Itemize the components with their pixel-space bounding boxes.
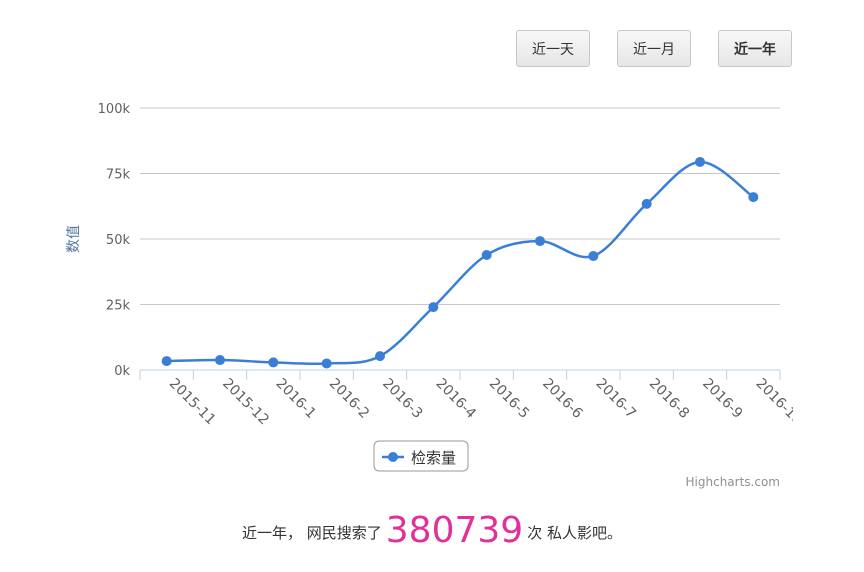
data-point: [215, 355, 225, 366]
data-point: [588, 251, 599, 262]
credits[interactable]: Highcharts.com: [686, 475, 780, 489]
x-tick-label: 2016-6: [539, 376, 585, 422]
summary-suffix: 次 私人影吧。: [527, 524, 622, 542]
data-point: [695, 156, 705, 167]
x-tick-label: 2015-11: [166, 376, 219, 429]
x-tick-label: 2016-3: [379, 376, 425, 422]
data-point: [268, 357, 279, 368]
legend-label[interactable]: 检索量: [411, 449, 456, 467]
legend-marker: [388, 452, 398, 462]
range-button[interactable]: 近一天: [516, 30, 590, 67]
legend-box: [373, 440, 469, 472]
data-point: [535, 236, 545, 247]
y-tick-label: 0k: [114, 364, 130, 379]
data-point: [161, 356, 172, 367]
x-tick-label: 2016-10: [753, 376, 806, 429]
x-tick-label: 2016-2: [326, 376, 372, 422]
summary: 近一年， 网民搜索了 380739 次 私人影吧。: [0, 510, 864, 551]
y-axis-title: 数值: [66, 225, 82, 253]
x-tick-label: 2016-7: [593, 376, 639, 422]
data-point: [641, 198, 652, 209]
data-point: [428, 302, 439, 313]
search-count: 380739: [385, 510, 524, 551]
x-tick-label: 2015-12: [219, 376, 272, 429]
data-point: [375, 351, 385, 362]
data-point: [748, 192, 759, 203]
data-point: [481, 249, 492, 260]
x-tick-label: 2016-4: [433, 376, 479, 422]
x-tick-label: 2016-1: [273, 376, 319, 422]
y-tick-label: 100k: [98, 102, 131, 117]
range-button[interactable]: 近一年: [718, 30, 792, 67]
y-tick-label: 25k: [106, 299, 131, 314]
x-tick-label: 2016-9: [699, 376, 745, 422]
series-line: [166, 160, 755, 366]
data-point: [321, 358, 332, 369]
summary-prefix: 近一年， 网民搜索了: [242, 524, 382, 542]
y-tick-label: 50k: [106, 233, 131, 248]
x-tick-label: 2016-8: [646, 376, 692, 422]
range-button[interactable]: 近一月: [617, 30, 691, 67]
x-tick-label: 2016-5: [486, 376, 532, 422]
y-tick-label: 75k: [106, 168, 131, 183]
